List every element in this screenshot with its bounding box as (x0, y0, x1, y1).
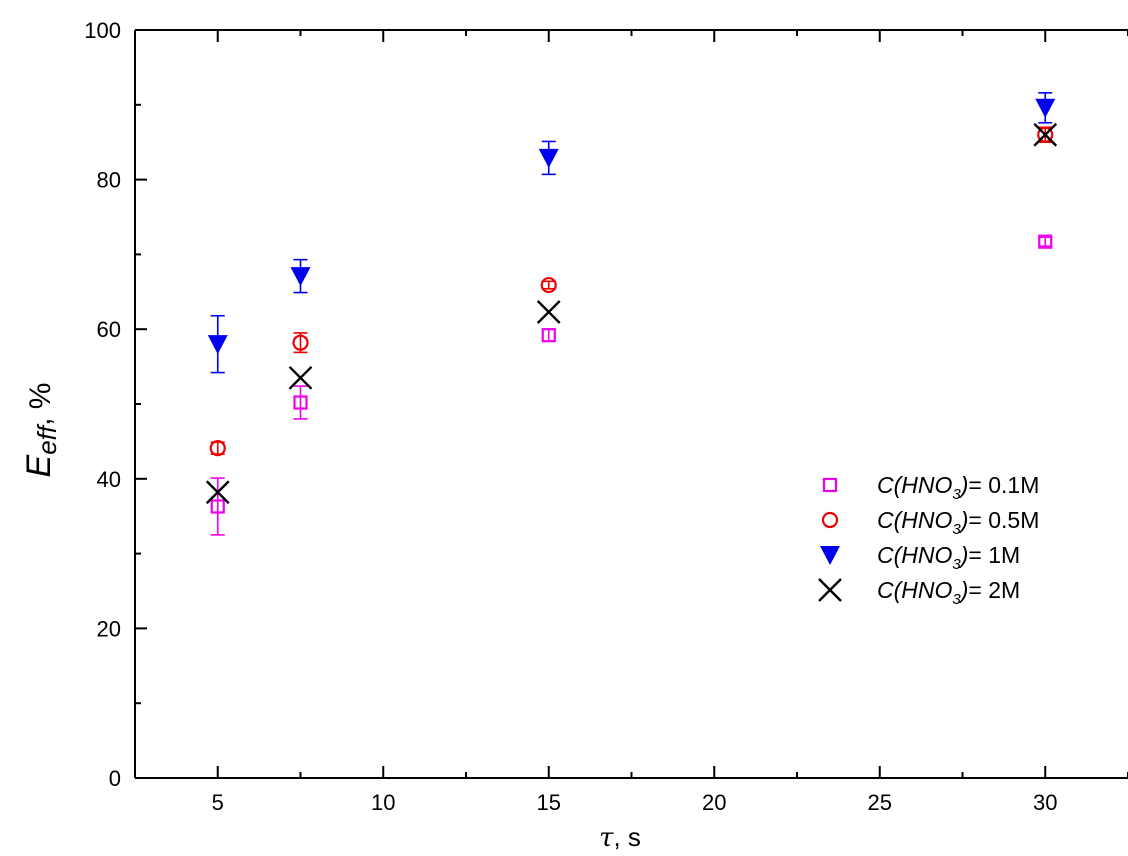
x-tick-label: 5 (212, 790, 224, 815)
y-axis-subscript: eff (32, 423, 62, 455)
legend-marker (818, 578, 842, 602)
x-axis-unit: , s (613, 822, 640, 852)
series-3 (207, 92, 1056, 374)
x-tick-label: 30 (1033, 790, 1057, 815)
data-point (541, 328, 556, 343)
y-tick-label: 100 (84, 18, 121, 43)
x-axis-symbol: τ (599, 823, 614, 853)
y-tick-label: 80 (97, 168, 121, 193)
series-4 (205, 122, 1058, 505)
x-tick-label: 15 (537, 790, 561, 815)
data-point (536, 300, 561, 324)
plot-area (135, 30, 1128, 778)
data-point (210, 499, 225, 514)
data-point (1033, 122, 1058, 147)
legend-label: C(HNO3)= 2M (877, 577, 1020, 608)
x-ticks: 5 10 15 20 25 30 (134, 30, 1128, 815)
series-1 (210, 234, 1053, 536)
legend-marker (822, 477, 838, 493)
data-point (290, 267, 311, 287)
y-axis-title: Eeff, % (20, 383, 62, 478)
data-point (288, 365, 313, 390)
legend-marker (821, 511, 839, 529)
data-point (540, 276, 557, 294)
y-tick-label: 60 (97, 317, 121, 342)
x-tick-label: 10 (371, 790, 395, 815)
data-point (538, 148, 559, 168)
y-axis-unit: , % (24, 383, 57, 426)
data-point (207, 335, 228, 355)
data-point (1035, 98, 1056, 118)
data-point (1037, 126, 1054, 143)
data-point (209, 440, 226, 457)
legend-label: C(HNO3)= 1M (877, 542, 1020, 573)
legend-marker (820, 546, 840, 565)
series-layer (205, 92, 1058, 536)
x-axis-title: τ, s (599, 822, 641, 853)
legend-label: C(HNO3)= 0.1M (877, 472, 1039, 503)
data-point (1038, 234, 1053, 249)
data-point (292, 334, 309, 351)
y-tick-label: 0 (109, 766, 121, 791)
y-axis-symbol: E (20, 454, 58, 477)
legend: C(HNO3)= 0.1M C(HNO3)= 0.5M C(HNO3)= 1M C(H… (818, 472, 1039, 608)
data-point (293, 395, 308, 410)
y-tick-label: 40 (97, 467, 121, 492)
y-ticks: 0 20 40 60 80 100 (84, 18, 147, 791)
legend-label: C(HNO3)= 0.5M (877, 507, 1039, 538)
y-tick-label: 20 (97, 616, 121, 641)
series-2 (209, 126, 1054, 457)
x-tick-label: 25 (868, 790, 892, 815)
data-point (205, 480, 230, 505)
x-tick-label: 20 (702, 790, 726, 815)
